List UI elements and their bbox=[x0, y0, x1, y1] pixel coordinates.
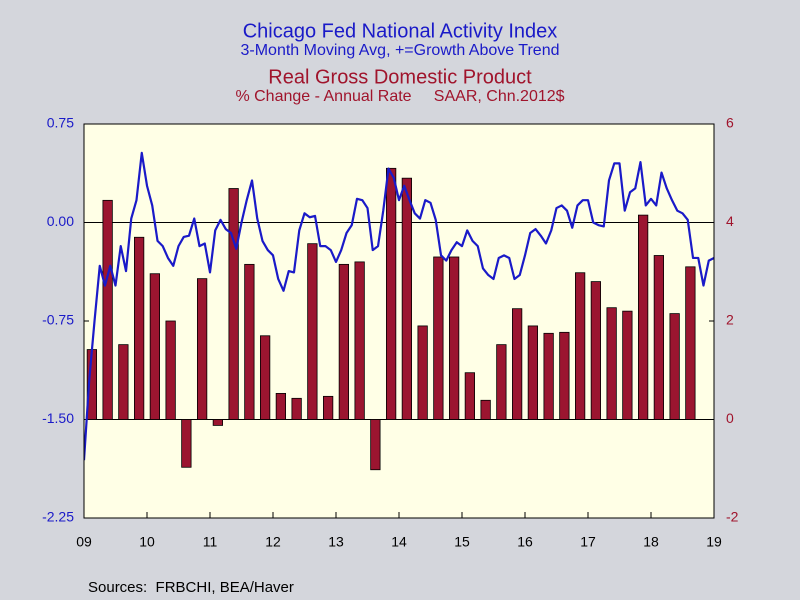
bar bbox=[385, 167, 397, 420]
y-tick-label: 0.75 bbox=[47, 115, 74, 131]
chart-subtitle-2: % Change - Annual Rate SAAR, Chn.2012$ bbox=[235, 88, 564, 105]
y-tick-label: -2.25 bbox=[42, 509, 74, 525]
bar bbox=[653, 255, 665, 420]
bar bbox=[370, 419, 381, 471]
x-tick-label: 16 bbox=[517, 534, 533, 550]
bar bbox=[669, 313, 680, 420]
bar bbox=[259, 335, 271, 420]
bar bbox=[512, 308, 523, 420]
line bbox=[84, 151, 714, 461]
bar bbox=[322, 395, 334, 420]
y2-tick-label: 4 bbox=[726, 213, 734, 229]
y-tick-label: -0.75 bbox=[42, 312, 74, 328]
bar bbox=[212, 419, 223, 426]
bar bbox=[685, 266, 696, 420]
x-tick-label: 11 bbox=[203, 534, 218, 550]
bar bbox=[102, 199, 113, 420]
source-note: Sources: FRBCHI, BEA/Haver bbox=[88, 579, 294, 596]
x-tick-label: 15 bbox=[454, 534, 470, 550]
plot-area bbox=[84, 124, 714, 518]
x-tick-label: 19 bbox=[706, 534, 722, 550]
bar bbox=[244, 263, 255, 420]
y-tick-label: 0.00 bbox=[47, 213, 74, 229]
bar bbox=[417, 325, 428, 420]
x-tick-label: 12 bbox=[265, 534, 281, 550]
bar bbox=[307, 243, 318, 420]
y2-tick-label: 0 bbox=[726, 410, 734, 426]
bar bbox=[401, 177, 412, 420]
x-tick-label: 10 bbox=[139, 534, 155, 550]
bar bbox=[338, 263, 349, 420]
bar bbox=[606, 307, 617, 420]
bar bbox=[638, 214, 649, 420]
x-tick-label: 13 bbox=[328, 534, 344, 550]
x-tick-label: 14 bbox=[391, 534, 407, 550]
bar bbox=[559, 331, 570, 420]
x-tick-label: 09 bbox=[76, 534, 92, 550]
bar bbox=[496, 344, 507, 420]
bar bbox=[228, 188, 239, 420]
bar bbox=[181, 419, 192, 468]
y2-tick-label: -2 bbox=[726, 509, 739, 525]
bar bbox=[133, 236, 145, 420]
bar bbox=[527, 325, 539, 420]
bar bbox=[165, 320, 176, 420]
axis-labels: 0.75 0.00 -0.75 -1.50 -2.25 6 4 2 0 -2 09 10 11 12 13 1… bbox=[42, 115, 739, 550]
bar bbox=[543, 332, 554, 420]
bar bbox=[464, 372, 475, 420]
bar bbox=[354, 261, 365, 420]
chart-subtitle: 3-Month Moving Avg, +=Growth Above Trend bbox=[241, 42, 560, 59]
plot-frame bbox=[83, 123, 715, 519]
bar bbox=[118, 344, 129, 420]
bar bbox=[291, 397, 302, 420]
bar bbox=[448, 256, 460, 420]
bar bbox=[590, 281, 602, 420]
bar bbox=[149, 273, 160, 420]
bar bbox=[575, 272, 586, 420]
chart-title: Chicago Fed National Activity Index bbox=[243, 20, 558, 42]
chart-title-2: Real Gross Domestic Product bbox=[268, 66, 532, 88]
y-tick-label: -1.50 bbox=[42, 410, 74, 426]
y2-tick-label: 6 bbox=[726, 115, 734, 131]
bar bbox=[275, 392, 286, 420]
bar bbox=[196, 278, 208, 420]
bar bbox=[433, 256, 444, 420]
x-tick-label: 18 bbox=[643, 534, 659, 550]
bar bbox=[480, 399, 491, 420]
y2-tick-label: 2 bbox=[726, 312, 734, 328]
bar bbox=[622, 310, 633, 420]
x-tick-label: 17 bbox=[580, 534, 596, 550]
